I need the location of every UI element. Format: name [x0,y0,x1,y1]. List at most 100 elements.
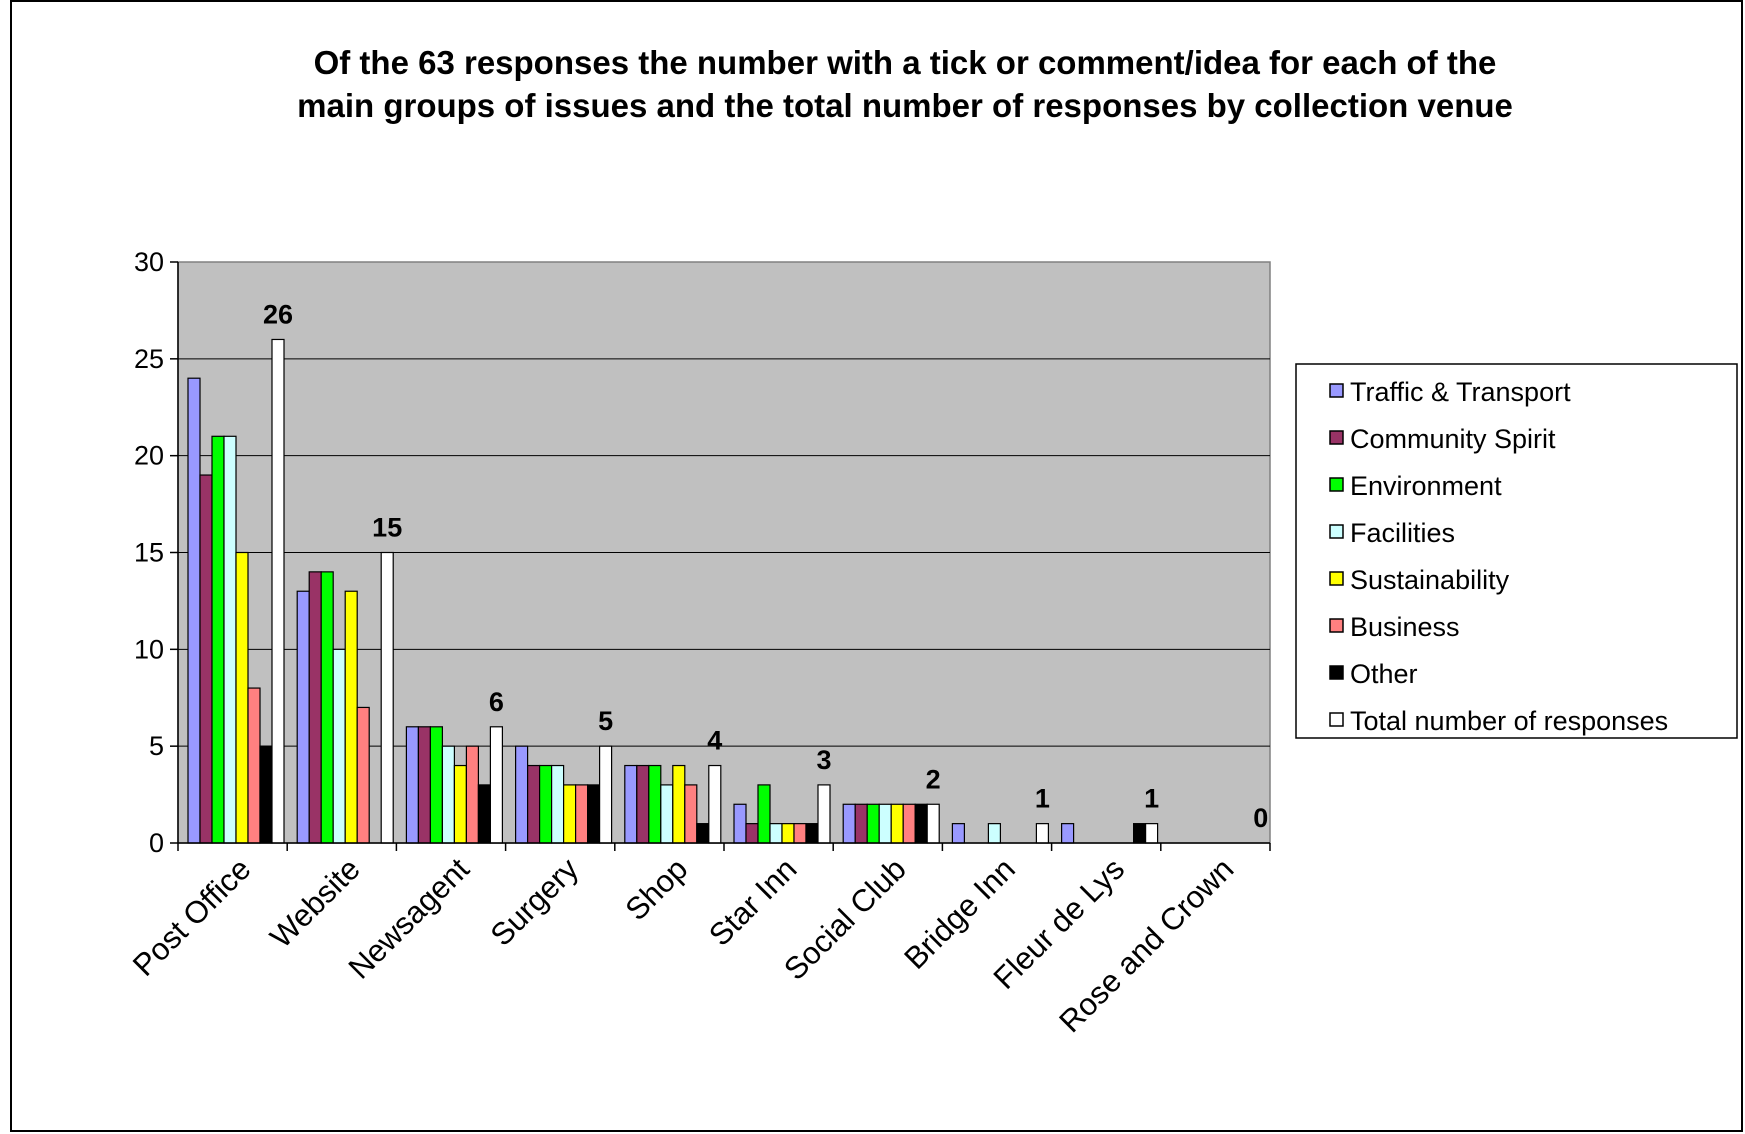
bar [914,803,928,844]
bar [259,745,273,844]
legend-label: Other [1350,659,1418,689]
bar [247,687,261,844]
bar [308,571,322,844]
bar [465,745,479,844]
legend-label: Total number of responses [1350,706,1668,736]
bar [405,726,419,844]
bar [745,823,759,844]
legend-label: Facilities [1350,518,1455,548]
legend-swatch [1329,430,1344,445]
legend-swatch [1329,477,1344,492]
bar [586,784,601,844]
bar [951,823,966,844]
data-label: 3 [816,745,831,775]
legend-swatch [1329,571,1344,586]
bar [344,590,358,844]
bar [356,706,370,844]
legend-label: Community Spirit [1350,424,1556,454]
bar [781,823,795,844]
bar [489,726,503,844]
legend-label: Sustainability [1350,565,1510,595]
bar [1060,823,1075,844]
bar [854,803,868,844]
bar [526,764,541,844]
bar [429,726,443,844]
bar [598,745,613,844]
legend-swatch [1329,524,1344,539]
bar [1144,823,1159,844]
bar [805,823,819,844]
bar [733,803,747,844]
bar [987,823,1002,844]
bar [187,377,201,844]
bar [574,784,589,844]
y-tick-label: 20 [134,441,164,471]
data-label: 5 [598,706,613,736]
y-tick-label: 25 [134,344,164,374]
bar [453,764,467,844]
bar [417,726,431,844]
legend-swatch [1329,383,1344,398]
bar [223,435,237,844]
bar [660,784,674,844]
chart-title-line-2: main groups of issues and the total numb… [297,87,1513,124]
data-label: 1 [1035,784,1050,814]
bar [380,551,394,844]
bar [235,551,249,844]
bar [636,764,650,844]
bar [296,590,310,844]
bar [332,648,346,844]
bar [878,803,892,844]
bar [672,764,686,844]
y-tick-label: 30 [134,247,164,277]
bar [271,338,285,844]
bar [477,784,491,844]
bar [441,745,455,844]
legend-swatch [1329,712,1344,727]
bar [769,823,783,844]
bar [684,784,698,844]
legend-box [1295,363,1738,739]
bar [648,764,662,844]
x-category-label: Post Office [126,851,258,983]
y-tick-label: 5 [149,731,164,761]
bar [550,764,565,844]
data-label: 4 [707,726,722,756]
data-label: 6 [489,687,504,717]
chart-title-line-1: Of the 63 responses the number with a ti… [314,44,1497,81]
data-label: 15 [372,513,402,543]
legend-label: Business [1350,612,1460,642]
x-category-label: Website [263,851,367,955]
bar [514,745,529,844]
data-label: 26 [263,299,293,329]
bar [211,435,225,844]
bar [842,803,856,844]
bar [696,823,710,844]
bar [1035,823,1050,844]
data-label: 2 [926,764,941,794]
bar [866,803,880,844]
bar [793,823,807,844]
bar [1132,823,1147,844]
legend-swatch [1329,618,1344,633]
bar [320,571,334,844]
bar [624,764,638,844]
data-label: 0 [1253,803,1268,833]
data-label: 1 [1144,784,1159,814]
x-category-label: Surgery [484,851,586,953]
x-category-label: Shop [618,851,694,927]
legend-label: Environment [1350,471,1502,501]
bar [757,784,771,844]
bar [562,784,577,844]
bar [199,474,213,844]
x-category-label: Star Inn [702,851,804,953]
y-tick-label: 10 [134,634,164,664]
bar [926,803,940,844]
bar [890,803,904,844]
bar [708,764,722,844]
bar [538,764,553,844]
legend-swatch [1329,665,1344,680]
y-tick-label: 15 [134,538,164,568]
bar [817,784,831,844]
